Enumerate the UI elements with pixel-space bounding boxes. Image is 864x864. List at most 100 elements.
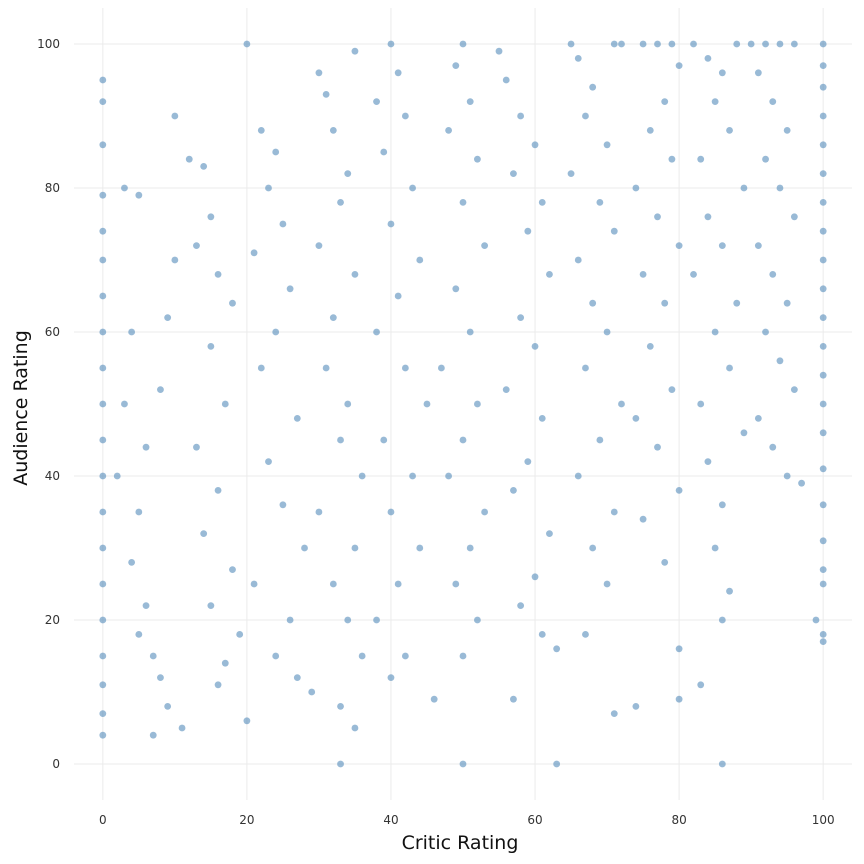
data-point [401,364,409,372]
data-point [776,184,784,192]
y-tick-label: 0 [52,757,60,771]
y-axis-title: Audience Rating [10,330,32,486]
data-point [329,580,337,588]
data-point [351,724,359,732]
data-point [401,652,409,660]
data-point [409,184,416,192]
data-point [762,155,769,163]
data-point [99,364,107,372]
data-point [344,400,352,408]
data-point [726,126,733,134]
y-tick-label: 100 [37,37,60,51]
data-point [711,544,719,552]
data-point [293,415,301,422]
data-point [704,55,712,62]
data-point [481,242,489,250]
x-tick-label: 80 [671,813,686,827]
data-point [157,674,164,681]
data-point [351,47,359,55]
data-point [286,616,294,624]
data-point [524,458,532,465]
data-point [207,213,215,221]
data-point [675,695,683,703]
data-point [337,703,344,710]
data-point [704,213,712,221]
data-point [207,602,215,609]
data-point [344,170,352,178]
data-point [466,98,474,105]
data-point [135,508,143,516]
data-point [142,602,150,609]
data-point [697,681,705,689]
data-point [459,436,467,444]
data-point [373,616,380,624]
data-point [819,285,827,293]
data-point [380,436,388,444]
data-point [214,487,222,494]
data-point [351,271,359,278]
data-point [740,184,748,192]
data-point [459,652,467,660]
data-point [819,141,827,149]
data-point [704,458,712,465]
data-point [574,256,582,264]
data-point [358,652,366,660]
data-point [221,400,229,408]
data-point [171,112,179,120]
data-point [661,559,669,566]
data-point [164,314,172,321]
data-point [193,443,200,451]
data-point [437,364,445,372]
data-point [257,126,265,134]
data-point [747,40,755,48]
data-point [200,163,208,170]
data-point [531,343,539,350]
data-point [754,242,762,250]
data-point [193,242,200,250]
data-point [524,227,532,235]
data-point [315,242,323,250]
data-point [783,126,791,134]
y-tick-label: 20 [45,613,60,627]
data-point [113,472,121,480]
data-point [790,213,798,221]
data-point [380,148,388,156]
data-point [445,126,452,134]
data-point [574,55,582,62]
data-point [128,559,136,566]
data-point [762,40,769,48]
y-tick-label: 60 [45,325,60,339]
data-point [790,40,798,48]
data-point [769,98,777,105]
data-point [387,40,395,48]
data-point [337,760,344,768]
data-point [790,386,798,393]
data-point [812,616,820,624]
data-point [308,688,316,696]
data-point [783,472,791,480]
data-point [387,674,395,681]
data-point [502,386,510,393]
data-point [128,328,136,336]
data-point [819,638,827,645]
data-point [416,544,424,552]
data-point [711,328,719,336]
data-point [726,364,733,372]
data-point [574,472,582,480]
data-point [718,760,726,768]
data-point [596,199,604,206]
data-point [618,400,625,408]
data-point [517,112,525,120]
data-point [654,443,661,451]
data-point [646,126,654,134]
data-point [603,580,611,588]
data-point [675,487,683,494]
data-point [632,184,640,192]
data-point [459,199,467,206]
data-point [553,645,561,653]
data-point [430,695,438,703]
data-point [819,465,827,473]
data-point [99,141,107,149]
data-point [351,544,359,552]
